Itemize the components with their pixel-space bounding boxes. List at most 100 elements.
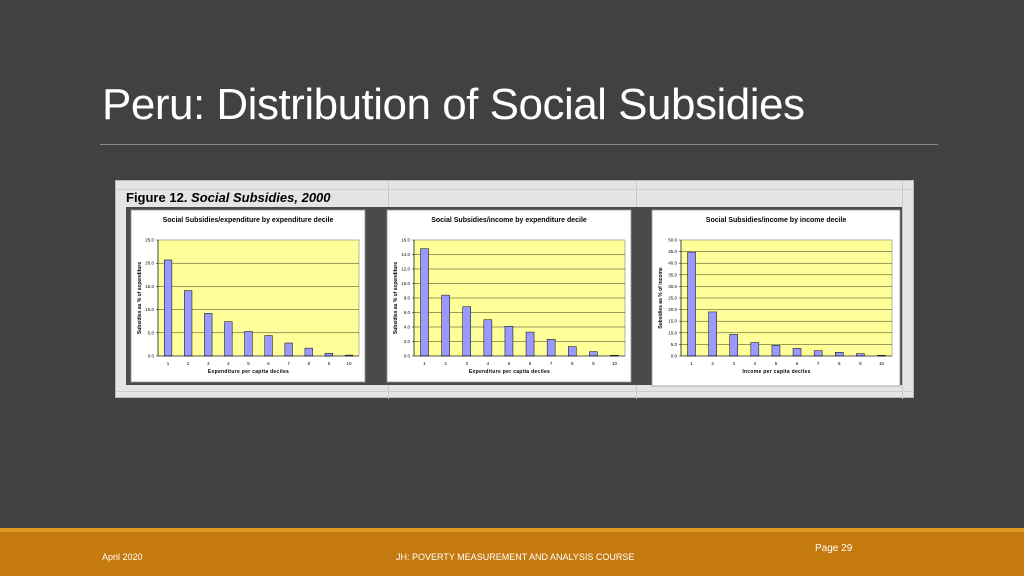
x-tick-label: 3: [207, 361, 210, 366]
y-tick-label: 15.0: [145, 284, 154, 289]
x-tick-label: 10: [879, 361, 885, 366]
bar: [546, 339, 556, 357]
x-tick-label: 8: [571, 361, 574, 366]
x-tick-label: 3: [732, 361, 735, 366]
x-tick-label: 4: [487, 361, 490, 366]
y-tick-label: 5.0: [148, 330, 155, 335]
y-tick-label: 8.0: [404, 296, 411, 301]
slide-title: Peru: Distribution of Social Subsidies: [102, 80, 805, 129]
chart-title: Social Subsidies/income by income decile: [706, 217, 847, 224]
x-tick-label: 6: [529, 361, 532, 366]
x-axis-label: Expenditure per capita deciles: [208, 369, 289, 375]
x-tick-label: 2: [187, 361, 190, 366]
bar: [324, 352, 333, 357]
y-tick-label: 14.0: [401, 252, 410, 257]
x-tick-label: 2: [711, 361, 714, 366]
bar: [771, 345, 781, 357]
y-tick-label: 35.0: [668, 272, 677, 277]
y-tick-label: 25.0: [145, 238, 154, 243]
x-tick-label: 1: [690, 361, 693, 366]
sheet-gridline: [116, 189, 913, 190]
x-tick-label: 2: [444, 361, 447, 366]
y-tick-label: 30.0: [668, 284, 677, 289]
x-tick-label: 9: [859, 361, 862, 366]
bar: [264, 335, 273, 357]
y-tick-label: 2.0: [404, 339, 411, 344]
y-tick-label: 16.0: [401, 238, 410, 243]
y-tick-label: 50.0: [668, 238, 677, 243]
x-tick-label: 6: [267, 361, 270, 366]
x-tick-label: 9: [328, 361, 331, 366]
chart-3: Social Subsidies/income by income decile…: [651, 209, 901, 387]
bar: [813, 350, 823, 357]
bar: [304, 347, 313, 357]
bar: [204, 313, 213, 357]
y-tick-label: 10.0: [401, 281, 410, 286]
x-tick-label: 7: [550, 361, 553, 366]
y-tick-label: 0.0: [148, 354, 155, 359]
x-tick-label: 6: [796, 361, 799, 366]
x-tick-label: 1: [423, 361, 426, 366]
bar: [504, 326, 514, 357]
x-tick-label: 8: [307, 361, 310, 366]
y-tick-label: 5.0: [671, 342, 678, 347]
y-axis-label: Subsidies as % of income: [658, 267, 664, 329]
x-tick-label: 4: [227, 361, 230, 366]
x-tick-label: 1: [167, 361, 170, 366]
chart-2: Social Subsidies/income by expenditure d…: [386, 209, 632, 383]
bar: [525, 331, 535, 357]
x-tick-label: 9: [592, 361, 595, 366]
x-tick-label: 7: [287, 361, 290, 366]
bar: [284, 342, 293, 357]
y-tick-label: 0.0: [404, 354, 411, 359]
bar: [244, 331, 253, 357]
bar: [224, 321, 233, 357]
bar: [729, 334, 739, 357]
x-tick-label: 8: [838, 361, 841, 366]
title-divider: [100, 144, 938, 145]
y-axis-label: Subsidies as % of expenditure: [137, 262, 143, 334]
chart-title: Social Subsidies/expenditure by expendit…: [163, 217, 334, 224]
x-tick-label: 7: [817, 361, 820, 366]
x-tick-label: 3: [465, 361, 468, 366]
y-axis-label: Subsidies as % of expenditure: [393, 262, 399, 334]
bar: [567, 346, 577, 357]
bar: [792, 348, 802, 357]
bar: [750, 342, 760, 357]
y-tick-label: 20.0: [145, 261, 154, 266]
x-tick-label: 10: [346, 361, 352, 366]
y-tick-label: 6.0: [404, 310, 411, 315]
x-tick-label: 5: [775, 361, 778, 366]
y-tick-label: 45.0: [668, 249, 677, 254]
bar: [441, 294, 450, 357]
bar: [856, 353, 865, 357]
bar: [708, 311, 717, 357]
y-tick-label: 10.0: [668, 330, 677, 335]
y-tick-label: 4.0: [404, 325, 411, 330]
y-tick-label: 40.0: [668, 261, 677, 266]
x-tick-label: 4: [754, 361, 757, 366]
x-tick-label: 10: [612, 361, 618, 366]
bar: [420, 248, 429, 357]
y-tick-label: 0.0: [671, 354, 678, 359]
y-tick-label: 12.0: [401, 267, 410, 272]
chart-title: Social Subsidies/income by expenditure d…: [431, 217, 587, 224]
x-tick-label: 5: [508, 361, 511, 366]
bar: [589, 351, 598, 357]
sheet-gridline: [902, 181, 903, 399]
figure-caption: Figure 12. Social Subsidies, 2000: [126, 190, 331, 205]
bar: [483, 319, 493, 357]
footer-accent: [0, 528, 1024, 532]
figure-title: Social Subsidies, 2000: [191, 190, 331, 205]
y-tick-label: 15.0: [668, 319, 677, 324]
y-tick-label: 25.0: [668, 296, 677, 301]
bar: [687, 251, 696, 357]
figure-label: Figure 12.: [126, 190, 188, 205]
y-tick-label: 10.0: [145, 307, 154, 312]
footer-course: JH: POVERTY MEASUREMENT AND ANALYSIS COU…: [396, 552, 635, 562]
x-axis-label: Expenditure per capita deciles: [469, 369, 550, 375]
footer-date: April 2020: [102, 552, 143, 562]
footer-page-number: Page 29: [815, 543, 853, 554]
sheet-gridline: [116, 391, 913, 392]
